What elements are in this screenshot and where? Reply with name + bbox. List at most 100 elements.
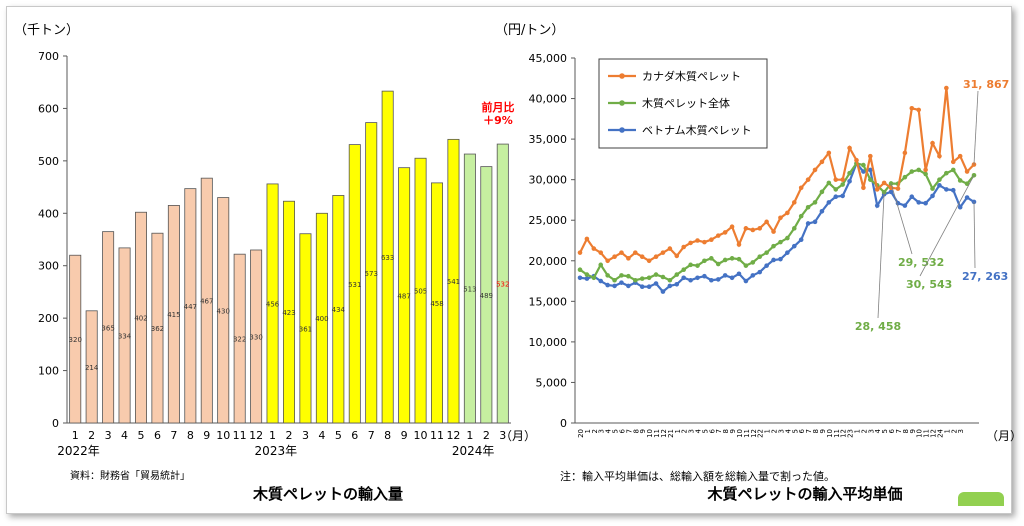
line-xtick-label: 1 — [943, 429, 951, 433]
series-point — [785, 235, 790, 241]
bar-x-unit-label: （月） — [500, 429, 536, 443]
series-point — [798, 185, 804, 191]
series-point — [840, 182, 845, 187]
bar-data-label: 214 — [85, 364, 99, 372]
series-point — [771, 257, 776, 263]
bar-xtick-label: 11 — [233, 429, 247, 442]
line-xtick-label: 9 — [909, 429, 917, 433]
bar — [332, 195, 345, 424]
series-point — [646, 258, 652, 264]
series-point — [639, 284, 645, 290]
series-point — [757, 269, 763, 275]
line-ytick-label: 20,000 — [529, 255, 568, 268]
series-point — [626, 283, 631, 289]
bar — [151, 232, 164, 424]
series-point — [722, 273, 728, 278]
line-xtick-label: 8 — [632, 429, 640, 433]
bar-xtick-label: 6 — [351, 429, 358, 442]
bar — [414, 157, 427, 424]
series-point — [729, 256, 735, 261]
series-point — [785, 210, 790, 216]
series-point — [695, 263, 700, 268]
line-xtick-label: 11 — [833, 429, 841, 438]
series-point — [771, 243, 776, 249]
series-point — [950, 159, 956, 165]
series-point — [819, 189, 825, 195]
series-point — [909, 194, 915, 199]
series-point — [764, 219, 769, 225]
bar — [431, 182, 443, 424]
line-note: 注：輸入平均単価は、総輸入額を総輸入量で割った値。 — [560, 469, 835, 483]
bar — [480, 166, 493, 424]
series-point — [930, 186, 935, 191]
series-point — [923, 167, 928, 173]
series-point — [937, 183, 942, 188]
bar — [398, 167, 411, 424]
callout-label: 31, 867 — [963, 78, 1009, 91]
bar-year-label: 2023年 — [255, 444, 298, 458]
series-point — [695, 238, 700, 243]
line-ytick-label: 15,000 — [529, 295, 568, 308]
bar-ytick-label: 500 — [38, 155, 59, 168]
series-point — [957, 204, 963, 210]
series-point — [826, 150, 832, 156]
series-point — [709, 277, 714, 283]
series-point — [639, 254, 645, 260]
callout-leader — [877, 192, 885, 319]
series-point — [957, 153, 963, 159]
bar-ytick-label: 100 — [38, 365, 59, 378]
line-xtick-label: 3 — [867, 429, 875, 433]
line-xtick-label: 10 — [646, 429, 654, 438]
series-point — [736, 271, 742, 277]
bar — [315, 212, 328, 424]
series-point — [598, 278, 604, 284]
legend-label: ベトナム木質ペレット — [642, 123, 752, 137]
series-point — [750, 260, 756, 265]
bar — [250, 249, 263, 424]
bar-data-label: 322 — [233, 336, 246, 344]
series-point — [667, 283, 673, 289]
line-xtick-label: 2 — [681, 429, 689, 433]
series-point — [729, 275, 735, 281]
line-xtick-label: 6 — [708, 428, 716, 433]
line-xtick-label: 9 — [729, 429, 737, 433]
series-line — [579, 162, 975, 282]
bar-data-label: 573 — [365, 270, 378, 278]
series-point — [826, 200, 832, 205]
bar-xtick-label: 1 — [466, 429, 473, 442]
bar — [463, 153, 476, 424]
bar-xtick-label: 4 — [318, 429, 325, 442]
line-xtick-label: 11 — [923, 429, 931, 438]
series-point — [598, 262, 604, 268]
series-point — [591, 246, 597, 251]
bar-data-label: 467 — [200, 298, 213, 306]
series-point — [681, 244, 686, 250]
series-point — [833, 187, 839, 192]
series-point — [605, 258, 610, 264]
series-point — [757, 226, 763, 231]
series-point — [771, 229, 776, 234]
bar — [381, 90, 394, 424]
series-point — [695, 275, 700, 281]
line-xtick-label: 3 — [957, 429, 965, 433]
series-point — [805, 221, 811, 226]
bar — [266, 183, 279, 424]
line-xtick-label: 5 — [701, 429, 709, 433]
series-point — [764, 263, 769, 268]
line-xtick-label: 20 — [577, 429, 585, 438]
bar-xtick-label: 2 — [286, 429, 293, 442]
series-point — [944, 187, 949, 192]
line-xtick-label: 5 — [791, 429, 799, 433]
bar — [447, 138, 460, 424]
series-point — [577, 250, 583, 255]
series-point — [868, 177, 873, 182]
series-point — [646, 284, 652, 290]
bar-ytick-label: 600 — [38, 102, 59, 115]
series-point — [584, 276, 590, 281]
line-xtick-label: 8 — [722, 429, 730, 433]
bar-xtick-label: 1 — [269, 429, 276, 442]
line-xtick-label: 6 — [798, 428, 806, 433]
bar-xtick-label: 10 — [216, 429, 230, 442]
series-point — [868, 153, 873, 159]
bar-data-label: 447 — [184, 303, 197, 311]
